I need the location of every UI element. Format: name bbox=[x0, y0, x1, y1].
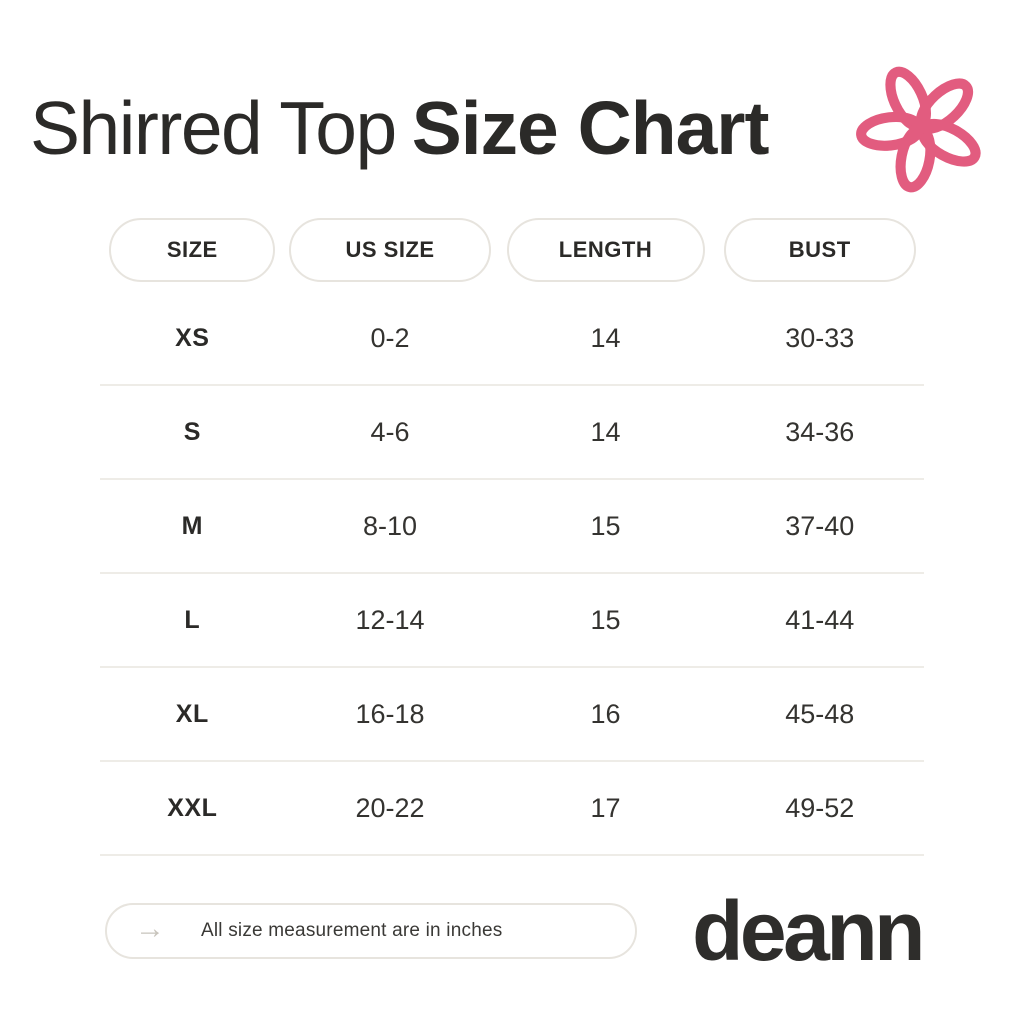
cell-us-size: 12-14 bbox=[355, 604, 425, 635]
column-header-length: LENGTH bbox=[506, 218, 705, 282]
table-row-m: M 8-10 15 37-40 bbox=[100, 480, 924, 574]
cell-bust: 41-44 bbox=[785, 604, 855, 635]
cell-length: 14 bbox=[590, 416, 621, 447]
cell-us-size: 4-6 bbox=[370, 416, 410, 447]
cell-length: 17 bbox=[590, 792, 621, 823]
arrow-right-icon: → bbox=[135, 912, 165, 945]
cell-size: L bbox=[184, 605, 201, 634]
column-header-label: SIZE bbox=[166, 237, 218, 262]
table-row-xs: XS 0-2 14 30-33 bbox=[100, 292, 924, 386]
column-header-label: US SIZE bbox=[345, 237, 435, 262]
header: Shirred Top Size Chart bbox=[0, 0, 1024, 200]
cell-length: 16 bbox=[590, 698, 621, 729]
column-header-us-size: US SIZE bbox=[289, 218, 492, 282]
brand-logo: deann bbox=[692, 884, 925, 978]
cell-length: 14 bbox=[590, 322, 621, 353]
column-header-label: BUST bbox=[788, 237, 851, 262]
cell-size: XXL bbox=[167, 793, 218, 822]
cell-length: 15 bbox=[590, 604, 621, 635]
cell-bust: 49-52 bbox=[785, 792, 855, 823]
units-note-pill: → All size measurement are in inches bbox=[105, 903, 637, 959]
page-title-regular: Shirred Top bbox=[30, 85, 397, 170]
footer: → All size measurement are in inches dea… bbox=[105, 884, 925, 978]
cell-bust: 37-40 bbox=[785, 510, 855, 541]
cell-size: S bbox=[183, 417, 201, 446]
table-body: XS 0-2 14 30-33 S 4-6 14 34-36 M 8-10 15… bbox=[100, 292, 924, 856]
cell-bust: 34-36 bbox=[785, 416, 855, 447]
cell-size: XS bbox=[175, 323, 210, 352]
cell-length: 15 bbox=[590, 510, 621, 541]
cell-us-size: 8-10 bbox=[363, 510, 418, 541]
page-title: Shirred Top Size Chart bbox=[30, 85, 770, 171]
cell-size: XL bbox=[175, 699, 209, 728]
column-header-size: SIZE bbox=[109, 218, 276, 282]
column-header-row: SIZE US SIZE LENGTH BUST bbox=[100, 218, 924, 282]
cell-size: M bbox=[181, 511, 203, 540]
column-header-bust: BUST bbox=[723, 218, 916, 282]
size-table: SIZE US SIZE LENGTH BUST XS 0-2 14 30-33… bbox=[100, 218, 924, 856]
table-row-xl: XL 16-18 16 45-48 bbox=[100, 668, 924, 762]
flower-icon bbox=[849, 60, 994, 195]
cell-bust: 30-33 bbox=[785, 322, 855, 353]
cell-us-size: 16-18 bbox=[355, 698, 425, 729]
cell-bust: 45-48 bbox=[785, 698, 855, 729]
units-note-text: All size measurement are in inches bbox=[201, 920, 503, 941]
table-row-s: S 4-6 14 34-36 bbox=[100, 386, 924, 480]
page-title-bold: Size Chart bbox=[411, 85, 770, 170]
column-header-label: LENGTH bbox=[558, 237, 653, 262]
table-row-l: L 12-14 15 41-44 bbox=[100, 574, 924, 668]
cell-us-size: 0-2 bbox=[370, 322, 410, 353]
table-row-xxl: XXL 20-22 17 49-52 bbox=[100, 762, 924, 856]
cell-us-size: 20-22 bbox=[355, 792, 425, 823]
